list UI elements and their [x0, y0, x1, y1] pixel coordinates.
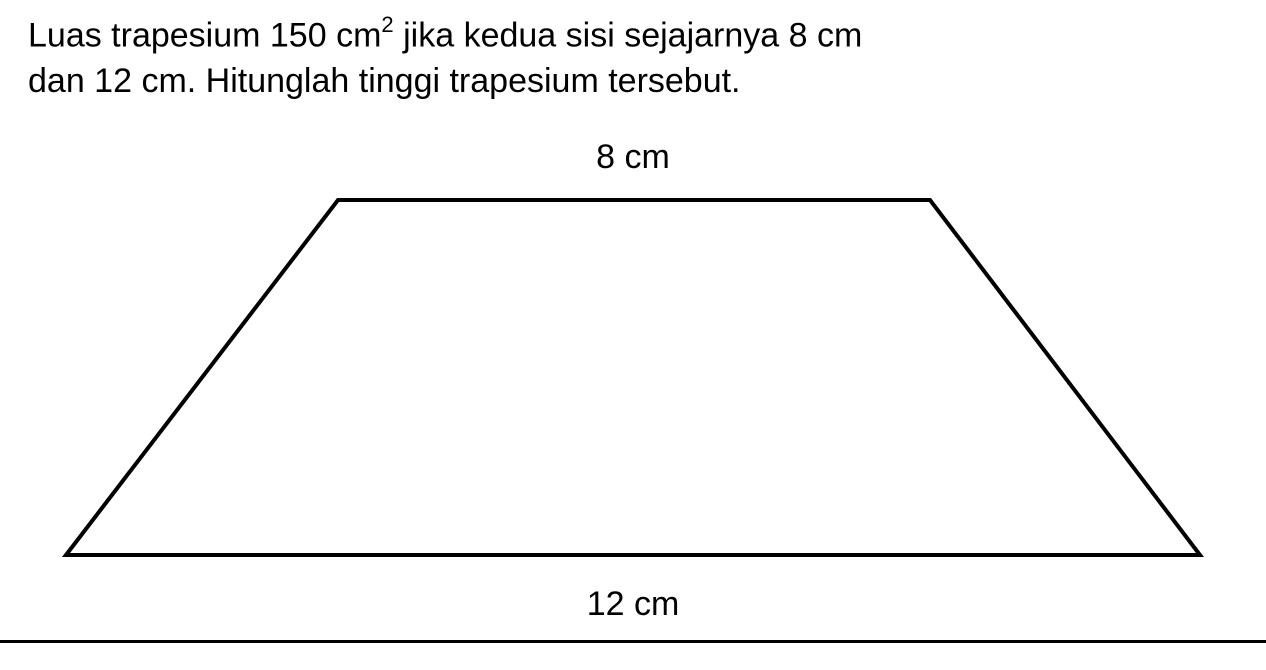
trapezoid-top-label: 8 cm [0, 138, 1266, 177]
problem-line1-part1: Luas trapesium 150 cm [28, 16, 381, 54]
trapezoid-polygon [66, 200, 1200, 555]
problem-statement: Luas trapesium 150 cm2 jika kedua sisi s… [28, 12, 1246, 105]
problem-superscript: 2 [381, 12, 393, 37]
page-bottom-border [0, 640, 1266, 643]
trapezoid-container [0, 195, 1266, 555]
problem-line1-part2: jika kedua sisi sejajarnya 8 cm [394, 16, 863, 54]
problem-line2: dan 12 cm. Hitunglah tinggi trapesium te… [28, 62, 741, 100]
trapezoid-shape [48, 195, 1218, 565]
trapezoid-bottom-label: 12 cm [0, 585, 1266, 624]
